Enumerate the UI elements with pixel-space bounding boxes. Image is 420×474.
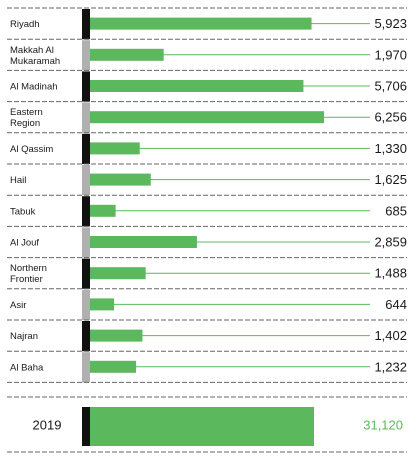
bar	[90, 142, 140, 155]
row-marker	[82, 165, 90, 196]
category-label-line: Al Jouf	[10, 238, 39, 249]
category-label: Tabuk	[10, 206, 36, 217]
row-marker	[82, 352, 90, 383]
category-label: Northern Frontier	[10, 263, 47, 285]
category-label-line: Makkah Al	[10, 45, 54, 56]
category-label-line: Asir	[10, 300, 26, 311]
value-label: 1,970	[374, 47, 407, 62]
category-label: Asir	[10, 300, 26, 311]
category-label-line: Region	[10, 118, 40, 129]
bar	[90, 236, 197, 248]
category-label: Riyadh	[10, 19, 40, 30]
category-label: Al Jouf	[10, 238, 39, 249]
category-label: Al Baha	[10, 362, 44, 373]
category-label: Al Qassim	[10, 144, 53, 155]
value-label: 2,859	[374, 235, 407, 250]
row-marker	[82, 9, 90, 40]
category-label: Najran	[10, 331, 38, 342]
category-label-line: Riyadh	[10, 19, 40, 30]
bar	[90, 204, 116, 217]
total-label: 2019	[33, 418, 62, 433]
bar	[90, 329, 143, 342]
category-label-line: Hail	[10, 175, 26, 186]
row-marker	[82, 71, 90, 102]
total-marker	[82, 407, 90, 446]
row-marker	[82, 133, 90, 164]
bar	[90, 173, 151, 186]
value-label: 1,625	[374, 172, 407, 187]
category-label-line: Mukaramah	[10, 56, 60, 67]
category-label-line: Al Qassim	[10, 144, 53, 155]
value-label: 1,330	[374, 141, 407, 156]
row-marker	[82, 40, 90, 71]
bar	[90, 267, 146, 280]
category-label-line: Tabuk	[10, 206, 36, 217]
category-label: Al Madinah	[10, 82, 58, 93]
bar	[90, 48, 164, 61]
total-value-label: 31,120	[363, 418, 403, 433]
value-label: 1,402	[374, 328, 407, 343]
category-label: Makkah Al Mukaramah	[10, 45, 60, 67]
category-label-line: Najran	[10, 331, 38, 342]
value-label: 685	[385, 203, 407, 218]
bar	[90, 360, 137, 373]
value-label: 1,232	[374, 359, 407, 374]
row-marker	[82, 196, 90, 227]
category-label: Hail	[10, 175, 26, 186]
category-label-line: Eastern	[10, 107, 43, 118]
value-label: 1,488	[374, 266, 407, 281]
total-bar	[90, 407, 314, 446]
value-label: 6,256	[374, 110, 407, 125]
category-label: Eastern Region	[10, 107, 43, 129]
bar	[90, 17, 312, 30]
row-marker	[82, 227, 90, 258]
category-label-line: Northern	[10, 263, 47, 274]
category-label-line: Al Madinah	[10, 82, 58, 93]
category-label-line: Frontier	[10, 274, 43, 285]
row-marker	[82, 321, 90, 352]
value-label: 5,923	[374, 16, 407, 31]
bar	[90, 298, 115, 311]
chart-rows: Riyadh 5,923 Makkah Al Mukaramah 1,970 Al Mad…	[7, 7, 407, 383]
bar	[90, 80, 304, 92]
row-marker	[82, 289, 90, 320]
total-row: 2019 31,120	[7, 396, 407, 453]
row-marker	[82, 258, 90, 289]
value-label: 644	[385, 297, 407, 312]
category-label-line: Al Baha	[10, 362, 44, 373]
row-marker	[82, 102, 90, 133]
value-label: 5,706	[374, 79, 407, 94]
bar	[90, 111, 324, 124]
